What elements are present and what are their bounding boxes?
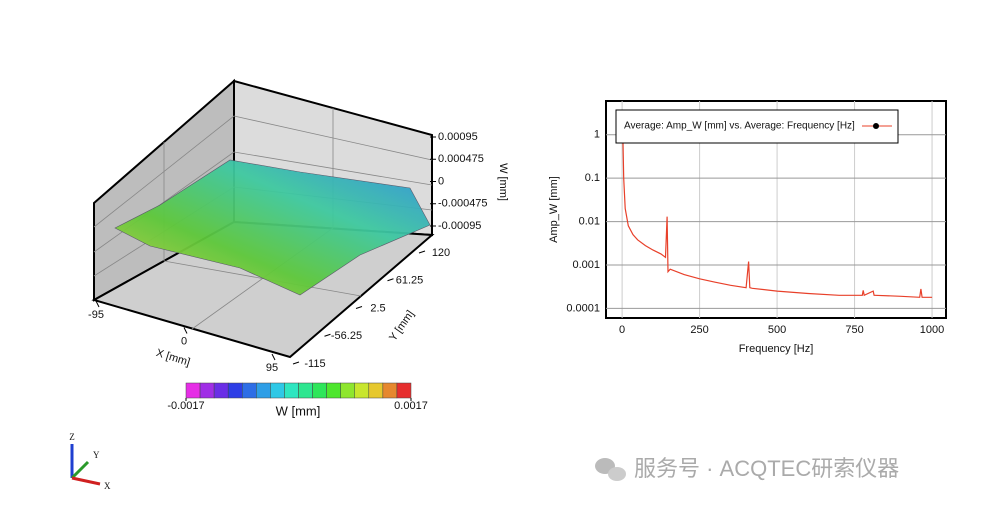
colorbar-swatch bbox=[396, 382, 412, 399]
y-tick-label: -56.25 bbox=[331, 330, 362, 342]
y-tick-label: 2.5 bbox=[370, 302, 385, 314]
colorbar-tick-label: -0.0017 bbox=[167, 400, 204, 412]
y-axis-label: Amp_W [mm] bbox=[548, 176, 560, 243]
x-tick-label: 0 bbox=[619, 324, 625, 336]
triad-x: X bbox=[104, 481, 111, 491]
colorbar-swatch bbox=[354, 382, 370, 399]
y-tick bbox=[324, 333, 331, 337]
x-tick-label: 0 bbox=[181, 335, 187, 347]
y-tick bbox=[292, 361, 300, 365]
x-tick-label: 1000 bbox=[920, 324, 944, 336]
colorbar-tick-label: 0.0017 bbox=[394, 400, 428, 412]
colorbar-label: W [mm] bbox=[276, 403, 321, 418]
colorbar-swatch bbox=[284, 382, 299, 399]
y-tick-label: 1 bbox=[594, 129, 600, 141]
z-tick-label: 0 bbox=[438, 175, 444, 187]
plot-frame bbox=[605, 100, 947, 319]
colorbar-swatch bbox=[185, 382, 201, 399]
triad: Z Y X bbox=[69, 432, 111, 491]
y-tick-label: 0.0001 bbox=[566, 302, 600, 314]
y-tick-label: 0.001 bbox=[572, 259, 600, 271]
y-axis-label: Y [mm] bbox=[387, 308, 417, 343]
y-tick-label: 61.25 bbox=[396, 275, 424, 287]
watermark-text: 服务号 · ACQTEC研索仪器 bbox=[634, 456, 899, 481]
z-tick-label: -0.000475 bbox=[438, 198, 488, 210]
colorbar-swatch bbox=[199, 382, 215, 399]
colorbar-swatch bbox=[382, 382, 398, 399]
y-tick-label: 0.1 bbox=[585, 172, 600, 184]
colorbar-swatch bbox=[340, 382, 355, 399]
y-tick bbox=[418, 250, 426, 254]
x-tick-label: 750 bbox=[845, 324, 863, 336]
surface-box bbox=[91, 78, 435, 359]
x-tick bbox=[271, 353, 276, 361]
x-axis-label: Frequency [Hz] bbox=[739, 343, 814, 355]
x-tick bbox=[183, 327, 188, 334]
z-tick-label: 0.000475 bbox=[438, 153, 484, 165]
colorbar-swatch bbox=[242, 382, 257, 399]
colorbar-swatch bbox=[213, 382, 229, 399]
legend-label: Average: Amp_W [mm] vs. Average: Frequen… bbox=[624, 121, 855, 132]
colorbar-swatch bbox=[270, 382, 285, 399]
x-axis-label: X [mm] bbox=[155, 347, 192, 369]
colorbar-swatch bbox=[312, 382, 327, 399]
watermark: 服务号 · ACQTEC研索仪器 bbox=[595, 456, 899, 481]
z-tick-label: -0.00095 bbox=[438, 220, 481, 232]
z-tick-label: 0.00095 bbox=[438, 131, 478, 143]
colorbar-swatch bbox=[227, 382, 243, 399]
y-tick bbox=[355, 306, 363, 309]
y-tick-label: -115 bbox=[304, 358, 325, 370]
x-tick-label: -95 bbox=[88, 309, 104, 321]
triad-y: Y bbox=[93, 450, 100, 460]
x-tick-label: 500 bbox=[768, 324, 786, 336]
legend-box bbox=[615, 109, 899, 144]
y-tick bbox=[387, 278, 394, 282]
y-tick-label: 0.01 bbox=[579, 215, 600, 227]
triad-z: Z bbox=[69, 432, 75, 442]
colorbar-swatch bbox=[368, 382, 384, 399]
legend-marker bbox=[873, 123, 879, 129]
x-tick-label: 250 bbox=[690, 324, 708, 336]
x-tick bbox=[95, 300, 100, 308]
y-tick-label: 120 bbox=[432, 247, 450, 259]
colorbar-swatch bbox=[256, 382, 271, 399]
x-tick-label: 95 bbox=[266, 362, 278, 374]
z-axis-label: W [mm] bbox=[497, 163, 509, 201]
colorbar-swatch bbox=[326, 382, 341, 399]
colorbar-swatch bbox=[298, 382, 313, 399]
data-line bbox=[622, 127, 933, 298]
